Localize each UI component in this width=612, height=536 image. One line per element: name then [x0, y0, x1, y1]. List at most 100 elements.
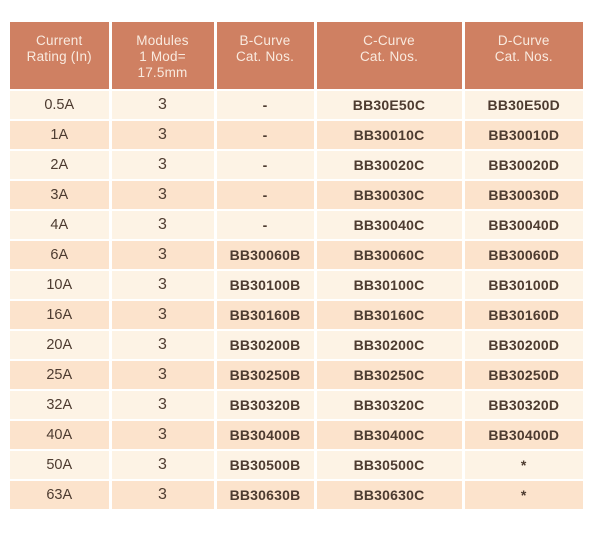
table-row: 2A 3- BB30020C BB30020D — [10, 150, 583, 181]
header-line: Cat. Nos. — [494, 49, 553, 64]
cell-modules: 3 — [110, 240, 217, 271]
cell-d-curve: BB30100D — [463, 270, 583, 301]
cell-c-curve: BB30500C — [315, 450, 465, 481]
cell-current-rating: 0.5A — [10, 90, 112, 121]
cell-current-rating: 32A — [10, 390, 112, 421]
cell-d-curve: BB30060D — [463, 240, 583, 271]
header-line: Cat. Nos. — [235, 49, 295, 64]
cell-d-curve: BB30160D — [463, 300, 583, 331]
header-line: B-Curve — [239, 33, 291, 48]
table-row: 3A 3- BB30030C BB30030D — [10, 180, 583, 211]
cell-d-curve: * — [463, 480, 583, 511]
cell-modules: 3 — [110, 120, 217, 151]
cell-d-curve: BB30020D — [463, 150, 583, 181]
cell-current-rating: 50A — [10, 450, 112, 481]
cell-b-curve: BB30500B — [215, 450, 317, 481]
cell-modules: 3 — [110, 270, 217, 301]
cell-b-curve: BB30320B — [215, 390, 317, 421]
cell-current-rating: 4A — [10, 210, 112, 241]
cell-d-curve: * — [463, 450, 583, 481]
cell-modules: 3 — [110, 150, 217, 181]
table-row: 32A 3 BB30320B BB30320C BB30320D — [10, 390, 583, 421]
header-line: Cat. Nos. — [359, 49, 419, 64]
cell-c-curve: BB30060C — [315, 240, 465, 271]
table-row: 0.5A 3- BB30E50C BB30E50D — [10, 90, 583, 121]
cell-c-curve: BB30320C — [315, 390, 465, 421]
cell-b-curve: - — [215, 150, 317, 181]
table-row: 50A 3 BB30500B BB30500C * — [10, 450, 583, 481]
cell-b-curve: BB30400B — [215, 420, 317, 451]
header-line: C-Curve — [363, 33, 415, 48]
header-line: Rating (In) — [26, 49, 92, 64]
cell-current-rating: 10A — [10, 270, 112, 301]
table-row: 40A 3 BB30400B BB30400C BB30400D — [10, 420, 583, 451]
cell-c-curve: BB30160C — [315, 300, 465, 331]
cell-modules: 3 — [110, 420, 217, 451]
cell-c-curve: BB30400C — [315, 420, 465, 451]
cell-b-curve: BB30060B — [215, 240, 317, 271]
header-line: 17.5mm — [137, 65, 188, 80]
cell-modules: 3 — [110, 390, 217, 421]
cell-current-rating: 40A — [10, 420, 112, 451]
cell-b-curve: - — [215, 180, 317, 211]
cell-b-curve: BB30160B — [215, 300, 317, 331]
header-line: 1 Mod= — [139, 49, 186, 64]
cell-modules: 3 — [110, 330, 217, 361]
cell-d-curve: BB30200D — [463, 330, 583, 361]
cell-current-rating: 20A — [10, 330, 112, 361]
cell-b-curve: BB30630B — [215, 480, 317, 511]
header-cell-b-curve: B-Curve Cat. Nos. — [215, 22, 317, 91]
cell-c-curve: BB30250C — [315, 360, 465, 391]
table-row: 4A 3- BB30040C BB30040D — [10, 210, 583, 241]
cell-current-rating: 16A — [10, 300, 112, 331]
cell-d-curve: BB30030D — [463, 180, 583, 211]
mcb-catalog-table: Current Rating (In) Modules 1 Mod= 17.5mm B-C… — [10, 22, 583, 511]
cell-modules: 3 — [110, 180, 217, 211]
table-row: 20A 3 BB30200B BB30200C BB30200D — [10, 330, 583, 361]
table-row: 6A 3 BB30060B BB30060C BB30060D — [10, 240, 583, 271]
header-cell-modules: Modules 1 Mod= 17.5mm — [110, 22, 217, 91]
cell-c-curve: BB30020C — [315, 150, 465, 181]
cell-c-curve: BB30010C — [315, 120, 465, 151]
cell-b-curve: BB30250B — [215, 360, 317, 391]
cell-current-rating: 63A — [10, 480, 112, 511]
table-row: 16A 3 BB30160B BB30160C BB30160D — [10, 300, 583, 331]
cell-modules: 3 — [110, 300, 217, 331]
cell-c-curve: BB30200C — [315, 330, 465, 361]
cell-modules: 3 — [110, 90, 217, 121]
cell-current-rating: 1A — [10, 120, 112, 151]
cell-c-curve: BB30100C — [315, 270, 465, 301]
cell-d-curve: BB30400D — [463, 420, 583, 451]
cell-c-curve: BB30630C — [315, 480, 465, 511]
cell-modules: 3 — [110, 450, 217, 481]
header-cell-d-curve: D-Curve Cat. Nos. — [463, 22, 583, 91]
cell-d-curve: BB30010D — [463, 120, 583, 151]
cell-current-rating: 3A — [10, 180, 112, 211]
cell-d-curve: BB30320D — [463, 390, 583, 421]
table-body: 0.5A 3- BB30E50C BB30E50D 1A 3- BB30010C BB3001… — [10, 90, 583, 511]
table-row: 10A 3 BB30100B BB30100C BB30100D — [10, 270, 583, 301]
header-cell-c-curve: C-Curve Cat. Nos. — [315, 22, 465, 91]
table-row: 25A 3 BB30250B BB30250C BB30250D — [10, 360, 583, 391]
cell-c-curve: BB30E50C — [315, 90, 465, 121]
cell-b-curve: - — [215, 90, 317, 121]
table-row: 1A 3- BB30010C BB30010D — [10, 120, 583, 151]
header-cell-current-rating: Current Rating (In) — [10, 22, 112, 91]
cell-modules: 3 — [110, 360, 217, 391]
cell-current-rating: 25A — [10, 360, 112, 391]
cell-current-rating: 6A — [10, 240, 112, 271]
cell-d-curve: BB30040D — [463, 210, 583, 241]
cell-d-curve: BB30E50D — [463, 90, 583, 121]
cell-d-curve: BB30250D — [463, 360, 583, 391]
header-line: Current — [36, 33, 83, 48]
header-line: Modules — [136, 33, 189, 48]
cell-b-curve: - — [215, 210, 317, 241]
cell-modules: 3 — [110, 210, 217, 241]
cell-b-curve: BB30100B — [215, 270, 317, 301]
cell-b-curve: BB30200B — [215, 330, 317, 361]
table-row: 63A 3 BB30630B BB30630C * — [10, 480, 583, 511]
header-row: Current Rating (In) Modules 1 Mod= 17.5mm B-C… — [10, 22, 583, 91]
cell-c-curve: BB30030C — [315, 180, 465, 211]
cell-modules: 3 — [110, 480, 217, 511]
